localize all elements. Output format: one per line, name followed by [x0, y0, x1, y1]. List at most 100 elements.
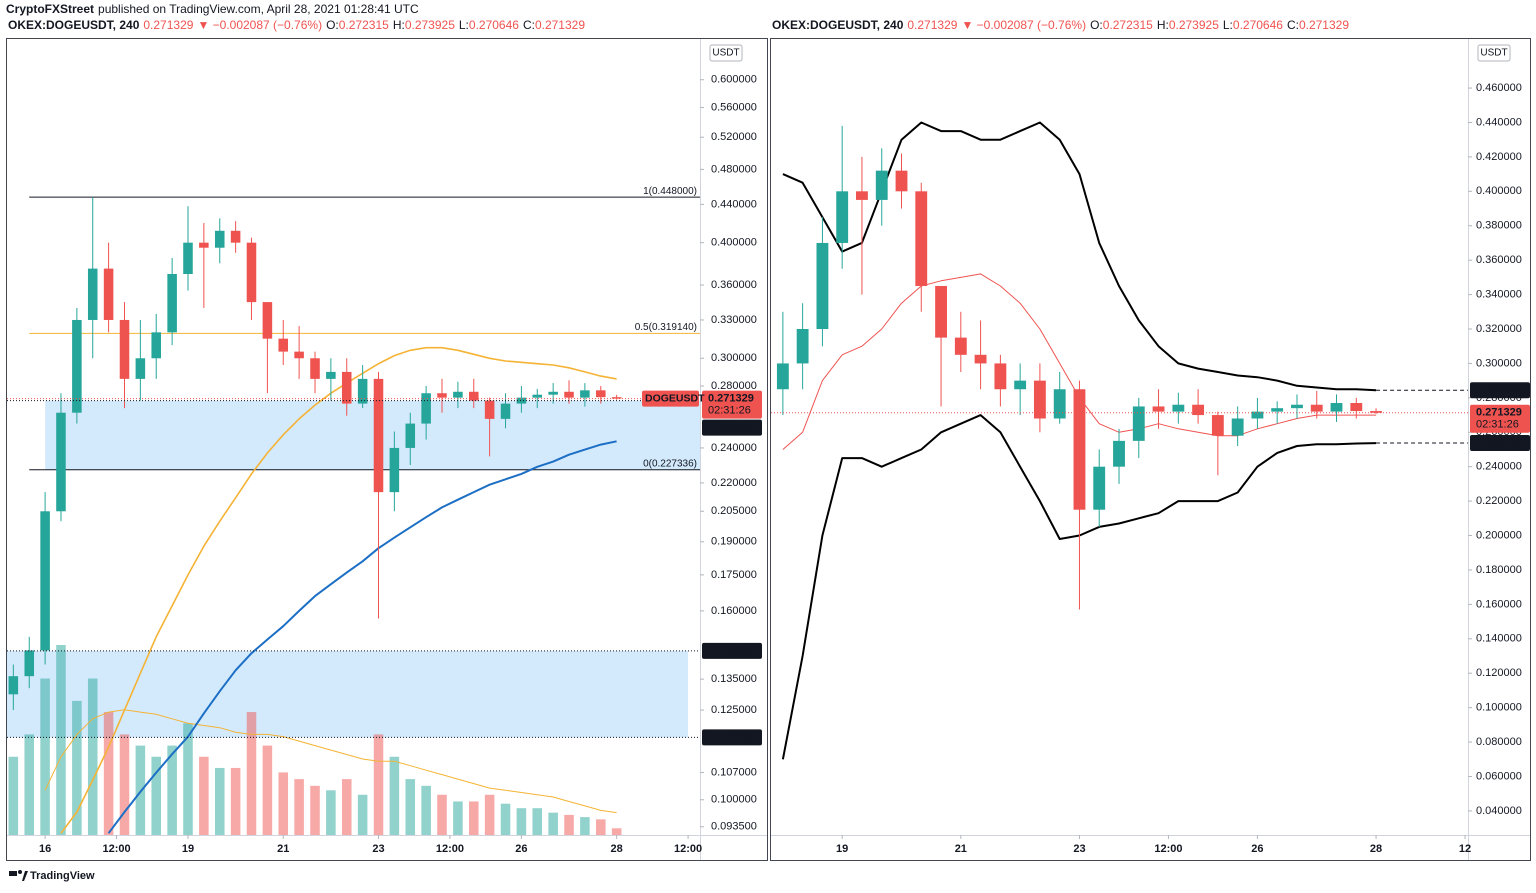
x-tick-label: 26	[515, 843, 527, 855]
candle-body	[1014, 380, 1027, 390]
legend-item: 0.273925	[1169, 18, 1219, 32]
legend-item: H:	[1157, 18, 1169, 32]
candle-body	[836, 191, 849, 243]
price-label: 0.284445	[1476, 384, 1522, 396]
candle-body	[8, 676, 19, 695]
y-tick-label: 0.560000	[711, 101, 757, 113]
y-tick-label: 0.175000	[711, 569, 757, 581]
candle-body	[119, 319, 130, 379]
candle-body	[421, 393, 431, 424]
candle-body	[776, 363, 789, 390]
candle-body	[357, 378, 368, 404]
candle-body	[294, 351, 304, 359]
price-label-box	[702, 729, 762, 746]
y-tick-label: 0.093500	[711, 821, 757, 833]
y-tick-label: 0.107000	[711, 766, 757, 778]
candle-body	[214, 230, 225, 248]
candle-body	[1113, 440, 1125, 467]
volume-bar	[421, 785, 431, 835]
candle-body	[151, 332, 161, 359]
volume-bar	[437, 794, 447, 835]
candle-body	[341, 371, 352, 404]
candle-body	[856, 191, 868, 200]
y-tick-label: 0.300000	[711, 352, 757, 364]
y-tick-label: 0.240000	[711, 442, 757, 454]
x-tick-label: 12:00	[436, 843, 464, 855]
footer-brand: TradingView	[30, 870, 95, 882]
price-label: 0.144831	[708, 645, 754, 657]
volume-bar	[468, 801, 479, 835]
x-tick-label: 19	[836, 843, 848, 855]
x-tick-label: 19	[182, 843, 194, 855]
volume-bar	[564, 814, 574, 835]
candle-body	[580, 390, 590, 398]
volume-bar	[199, 756, 209, 835]
legend-item: 0.271329	[143, 18, 193, 32]
x-tick-label: 21	[277, 843, 289, 855]
candle-body	[596, 390, 606, 398]
candle-body	[1271, 408, 1284, 412]
y-tick-label: 0.135000	[711, 673, 757, 685]
legend-item: OKEX:DOGEUSDT, 240	[772, 18, 904, 32]
price-label-box	[702, 642, 762, 659]
y-tick-label: 0.440000	[1476, 116, 1522, 128]
candle-body	[310, 358, 320, 379]
candle-body	[1231, 418, 1244, 436]
volume-bar	[611, 828, 622, 835]
volume-bar	[357, 794, 368, 835]
candle-body	[1370, 411, 1382, 413]
volume-bar	[294, 779, 304, 835]
fib-level-label: 0.5(0.319140)	[635, 322, 697, 333]
fib-level-label: 1(0.448000)	[643, 186, 697, 197]
x-tick-label: 12:00	[102, 843, 130, 855]
price-label: 0.269999	[708, 422, 754, 434]
y-tick-label: 0.340000	[1476, 288, 1522, 300]
zone	[45, 400, 700, 470]
legend-item: 0.270646	[1233, 18, 1283, 32]
plot-area	[7, 196, 700, 835]
candle-body	[1093, 466, 1106, 510]
y-tick-label: 0.480000	[711, 163, 757, 175]
y-tick-label: 0.360000	[711, 279, 757, 291]
x-tick-label: 23	[372, 843, 384, 855]
candle-body	[1310, 404, 1323, 412]
y-tick-label: 0.400000	[711, 237, 757, 249]
legend-item: 0.271329	[535, 18, 585, 32]
candle-body	[994, 363, 1007, 390]
candle-body	[278, 338, 289, 352]
candle-body	[974, 354, 987, 364]
candle-body	[1211, 415, 1224, 436]
candle-body	[500, 403, 511, 419]
y-tick-label: 0.440000	[711, 198, 757, 210]
volume-bar	[373, 734, 384, 835]
candle-body	[1132, 406, 1145, 441]
logo-part	[9, 871, 17, 876]
logo-part	[22, 871, 28, 881]
candle-body	[875, 170, 888, 200]
y-tick-label: 0.190000	[711, 536, 757, 548]
y-tick-label: 0.160000	[1476, 598, 1522, 610]
y-tick-label: 0.100000	[711, 794, 757, 806]
y-tick-label: 0.380000	[1476, 220, 1522, 232]
right-pane-frame	[770, 38, 1531, 861]
candle-body	[389, 447, 400, 493]
candle-body	[167, 273, 177, 333]
legend-item: ▼ −0.002087 (−0.76%)	[961, 18, 1086, 32]
candle-body	[468, 391, 479, 401]
volume-bar	[341, 779, 352, 835]
volume-bar	[214, 767, 225, 835]
candle-body	[532, 394, 543, 398]
tradingview-logo	[9, 870, 28, 881]
candle-body	[548, 391, 558, 395]
x-tick-label: 16	[39, 843, 51, 855]
candle-body	[611, 397, 622, 399]
candle-body	[135, 358, 146, 379]
volume-bar	[230, 767, 241, 835]
y-tick-label: 0.080000	[1476, 736, 1522, 748]
price-countdown: 02:31:26	[1476, 419, 1519, 431]
candle-body	[895, 170, 908, 192]
candle-body	[1251, 411, 1264, 419]
candle-body	[516, 397, 527, 404]
price-label: 0.271329	[708, 393, 754, 405]
